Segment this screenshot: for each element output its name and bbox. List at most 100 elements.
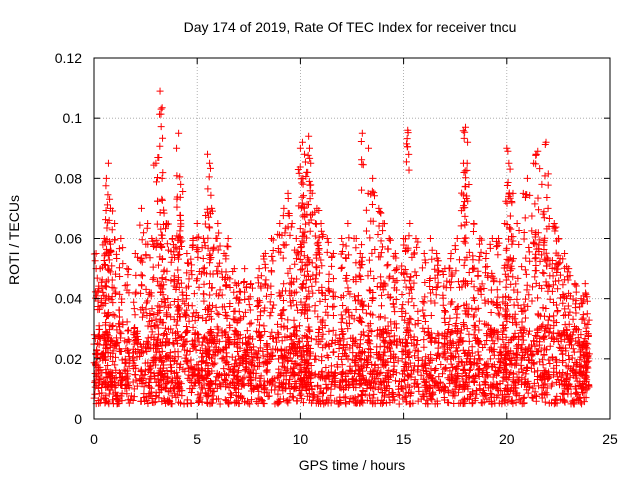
background-point xyxy=(201,389,209,397)
background-point xyxy=(531,391,539,399)
column-point xyxy=(384,261,392,269)
column-point xyxy=(377,380,385,388)
column-point xyxy=(295,322,303,330)
column-point xyxy=(307,373,315,381)
peak-point xyxy=(168,235,176,242)
background-point xyxy=(573,388,581,396)
background-point xyxy=(370,390,378,398)
column-point xyxy=(329,311,337,319)
peak-point xyxy=(193,219,201,227)
column-point xyxy=(262,281,270,289)
peak-point xyxy=(296,144,304,152)
column-point xyxy=(387,326,395,334)
column-point xyxy=(178,237,186,245)
background-point xyxy=(187,388,195,396)
column-point xyxy=(374,364,382,372)
background-point xyxy=(356,354,364,362)
peak-point xyxy=(224,235,232,242)
column-point xyxy=(160,296,168,304)
column-point xyxy=(125,382,133,390)
column-point xyxy=(292,288,300,296)
background-point xyxy=(296,392,304,400)
background-point xyxy=(561,398,569,406)
column-point xyxy=(109,322,117,330)
background-point xyxy=(518,332,526,340)
column-point xyxy=(245,301,253,309)
peak-point xyxy=(107,204,115,212)
background-point xyxy=(133,353,141,361)
column-point xyxy=(176,227,184,235)
peak-point xyxy=(206,159,214,167)
background-point xyxy=(532,393,540,401)
background-point xyxy=(218,355,226,363)
column-point xyxy=(247,319,255,327)
background-point xyxy=(210,387,218,395)
column-point xyxy=(311,302,319,310)
column-point xyxy=(197,372,205,380)
column-point xyxy=(327,368,335,376)
column-point xyxy=(364,337,372,345)
column-point xyxy=(221,308,229,316)
column-point xyxy=(368,361,376,368)
column-point xyxy=(261,357,269,365)
background-point xyxy=(334,363,342,371)
column-point xyxy=(247,376,255,384)
column-point xyxy=(363,355,371,363)
column-point xyxy=(352,376,360,384)
column-point xyxy=(136,221,144,229)
column-point xyxy=(308,259,316,267)
column-point xyxy=(159,169,167,177)
background-point xyxy=(327,391,335,399)
y-tick-label: 0.06 xyxy=(55,231,82,247)
background-point xyxy=(471,397,479,405)
background-point xyxy=(407,400,415,408)
column-point xyxy=(150,274,158,282)
column-point xyxy=(201,239,209,247)
background-point xyxy=(557,377,565,385)
column-point xyxy=(213,369,221,377)
column-point xyxy=(229,315,237,323)
column-point xyxy=(348,311,356,319)
background-point xyxy=(407,389,415,397)
column-point xyxy=(393,337,401,345)
column-point xyxy=(109,299,117,307)
column-point xyxy=(246,293,254,301)
column-point xyxy=(254,316,262,324)
column-point xyxy=(189,323,197,331)
column-point xyxy=(301,211,309,219)
column-point xyxy=(210,243,218,251)
column-point xyxy=(194,371,202,379)
column-point xyxy=(151,344,159,352)
background-point xyxy=(160,330,168,338)
background-point xyxy=(207,399,215,407)
column-point xyxy=(263,342,271,350)
peak-point xyxy=(255,265,263,273)
column-point xyxy=(305,287,313,295)
column-point xyxy=(317,318,325,326)
column-point xyxy=(200,297,208,305)
column-point xyxy=(148,317,156,325)
column-point xyxy=(257,372,265,380)
background-point xyxy=(199,357,207,365)
column-point xyxy=(311,232,319,240)
column-point xyxy=(306,154,314,162)
column-point xyxy=(162,275,170,283)
column-point xyxy=(229,379,237,387)
column-point xyxy=(224,243,232,251)
column-point xyxy=(92,360,100,368)
column-point xyxy=(214,246,222,254)
column-point xyxy=(200,290,208,298)
column-point xyxy=(304,201,312,209)
chart-title: Day 174 of 2019, Rate Of TEC Index for r… xyxy=(184,19,517,35)
column-point xyxy=(373,343,381,351)
column-point xyxy=(246,320,254,328)
column-point xyxy=(293,275,301,283)
peak-point xyxy=(111,219,119,227)
column-point xyxy=(216,242,224,250)
background-point xyxy=(237,392,245,400)
column-point xyxy=(169,329,177,337)
column-point xyxy=(104,191,112,199)
column-point xyxy=(376,370,384,378)
y-tick-label: 0 xyxy=(74,411,82,427)
column-point xyxy=(282,241,290,249)
